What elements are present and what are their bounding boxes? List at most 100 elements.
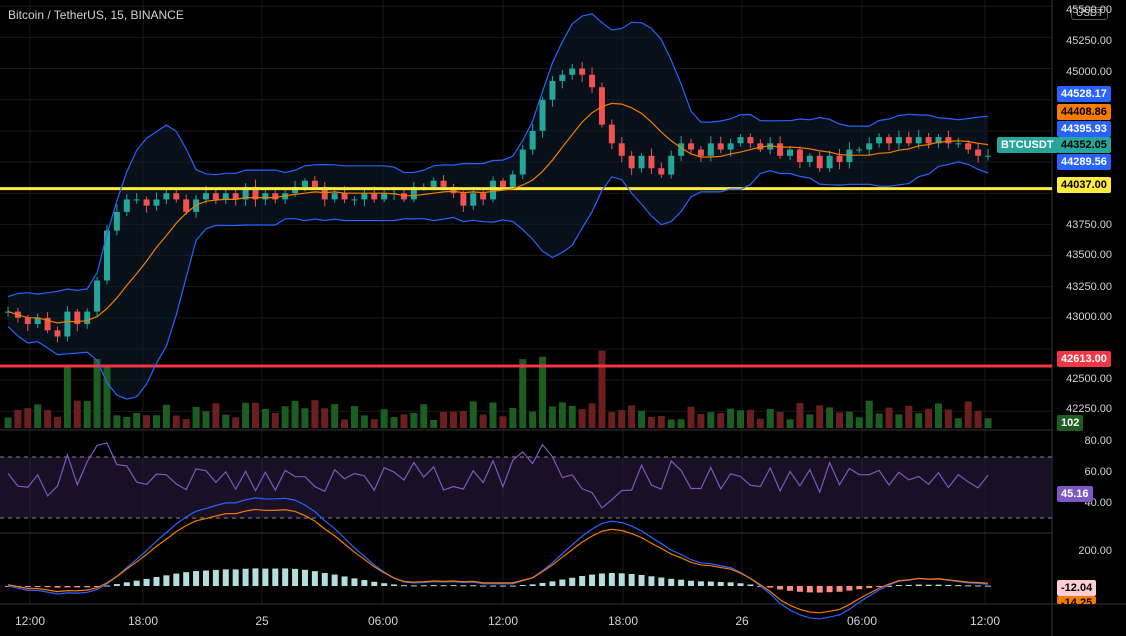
- macd-histogram-bar: [499, 585, 506, 587]
- volume-bar: [172, 415, 180, 428]
- macd-histogram-bar: [143, 578, 150, 586]
- volume-bar: [222, 414, 230, 428]
- volume-bar: [826, 407, 834, 428]
- macd-histogram-bar: [846, 586, 853, 591]
- candle-body: [212, 193, 219, 200]
- candle-body: [559, 74, 566, 82]
- candle-body: [737, 137, 744, 144]
- macd-histogram-bar: [905, 584, 912, 586]
- macd-histogram-bar: [658, 577, 665, 586]
- candle-body: [856, 149, 863, 151]
- volume-bar: [548, 406, 556, 428]
- candle-body: [628, 155, 635, 169]
- volume-bar: [251, 402, 259, 428]
- volume-bar: [360, 415, 368, 428]
- time-axis-label: 12:00: [969, 614, 1001, 628]
- candle-body: [242, 186, 249, 200]
- candle-body: [529, 130, 536, 150]
- macd-signal-line: [7, 508, 989, 614]
- candle-body: [183, 199, 190, 212]
- rsi-line: [7, 442, 989, 509]
- macd-histogram-bar: [529, 584, 536, 586]
- volume-bar: [796, 402, 804, 428]
- macd-histogram-bar: [965, 585, 972, 587]
- volume-bar: [44, 410, 52, 428]
- macd-histogram-bar: [628, 574, 635, 586]
- volume-bar: [380, 409, 388, 428]
- volume-bar: [657, 415, 665, 428]
- time-axis-label: 06:00: [367, 614, 399, 628]
- moving-average: [7, 102, 989, 324]
- candle-body: [935, 137, 942, 144]
- macd-histogram-bar: [569, 577, 576, 586]
- candle-body: [955, 143, 962, 145]
- candle-body: [816, 155, 823, 169]
- macd-histogram-bar: [509, 585, 516, 587]
- volume-bar: [162, 404, 170, 428]
- macd-histogram-bar: [103, 585, 110, 587]
- candle-body: [400, 193, 407, 200]
- macd-histogram-bar: [470, 585, 477, 587]
- macd-histogram-bar: [727, 582, 734, 586]
- macd-histogram-bar: [638, 574, 645, 586]
- volume-bar: [24, 408, 32, 428]
- price-axis-label: 43750.00: [1066, 219, 1112, 231]
- volume-bar: [53, 416, 61, 428]
- macd-histogram-bar: [688, 580, 695, 586]
- candle-body: [331, 193, 338, 200]
- indicator-lines: [0, 13, 1052, 400]
- candlesticks: [5, 62, 991, 343]
- bollinger-fill: [8, 13, 988, 400]
- volume-bar: [806, 414, 814, 428]
- macd-axis-label: 200.00: [1078, 545, 1112, 557]
- candle-body: [499, 180, 506, 187]
- volume-bar: [232, 417, 240, 428]
- volume-bar: [390, 417, 398, 428]
- price-tag: 44408.86: [1057, 104, 1111, 120]
- candle-body: [569, 68, 576, 75]
- currency-badge[interactable]: USDT: [1071, 7, 1109, 20]
- volume-bar: [588, 403, 596, 428]
- macd-histogram-bar: [123, 582, 130, 586]
- volume-bar: [905, 405, 913, 428]
- candle-body: [757, 143, 764, 150]
- candle-body: [202, 193, 209, 200]
- volume-bar: [103, 366, 111, 428]
- volume-bar: [83, 400, 91, 428]
- candle-body: [589, 74, 596, 88]
- macd-histogram-bar: [400, 585, 407, 587]
- volume-bar: [410, 412, 418, 428]
- candle-body: [638, 155, 645, 169]
- price-axis-label: 43500.00: [1066, 249, 1112, 261]
- price-axis-label: 43250.00: [1066, 281, 1112, 293]
- volume-bar: [73, 400, 81, 428]
- macd-histogram-bar: [341, 576, 348, 586]
- price-axis-label: 42250.00: [1066, 403, 1112, 415]
- candle-body: [549, 81, 556, 100]
- volume-bar: [93, 358, 101, 428]
- volume-bar: [816, 405, 824, 428]
- macd-histogram-bar: [361, 580, 368, 586]
- candle-body: [222, 193, 229, 200]
- macd-histogram-bar: [856, 586, 863, 590]
- candle-body: [767, 143, 774, 150]
- candle-body: [371, 193, 378, 200]
- candle-body: [301, 180, 308, 187]
- candle-body: [648, 155, 655, 169]
- volume-bars: [4, 350, 992, 428]
- macd-histogram-bar: [876, 586, 883, 587]
- volume-bar: [558, 402, 566, 428]
- volume-bar: [14, 409, 22, 428]
- volume-bar: [143, 415, 151, 428]
- candle-body: [341, 193, 348, 200]
- volume-bar: [915, 413, 923, 428]
- candle-body: [123, 199, 130, 212]
- candle-body: [24, 317, 31, 325]
- macd-histogram-bar: [490, 585, 497, 587]
- macd-signal-tag: -14.25: [1057, 596, 1097, 604]
- volume-bar: [539, 356, 547, 428]
- candle-body: [727, 143, 734, 150]
- volume-bar: [469, 401, 477, 428]
- macd-histogram-bar: [975, 585, 982, 587]
